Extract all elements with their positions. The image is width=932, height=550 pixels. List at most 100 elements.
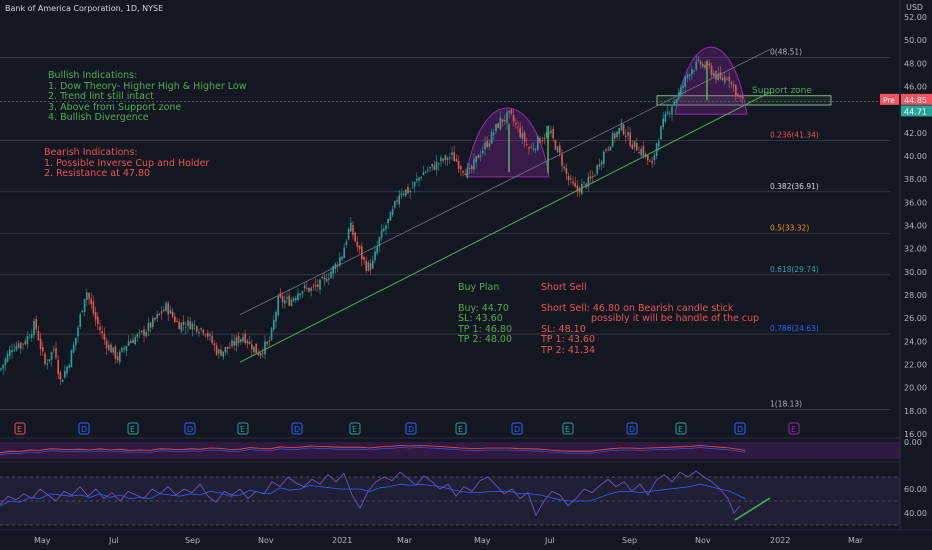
candle-body bbox=[618, 128, 620, 135]
candle-body bbox=[264, 341, 266, 355]
candle-body bbox=[517, 126, 519, 128]
cup-shape bbox=[465, 107, 550, 178]
candle-body bbox=[730, 81, 733, 85]
candle-body bbox=[64, 371, 66, 378]
candle-body bbox=[339, 257, 341, 266]
candle-body bbox=[662, 118, 664, 128]
candle-body bbox=[202, 330, 205, 334]
candle-body bbox=[510, 109, 513, 114]
candle-body bbox=[211, 336, 213, 343]
candle-body bbox=[732, 84, 735, 87]
candle-body bbox=[323, 277, 326, 280]
candle-body bbox=[328, 278, 330, 280]
candle-body bbox=[464, 173, 466, 175]
currency-label: USD bbox=[906, 3, 923, 12]
bearish-line: 2. Resistance at 47.80 bbox=[44, 168, 151, 179]
candle-body bbox=[391, 209, 394, 215]
candle-body bbox=[196, 326, 198, 332]
candle-body bbox=[385, 225, 387, 229]
candle-body bbox=[444, 155, 447, 161]
candle-body bbox=[501, 119, 504, 122]
candle-body bbox=[125, 345, 128, 351]
fib-level-label: 0.382(36.91) bbox=[770, 182, 819, 191]
candle-body bbox=[235, 337, 238, 346]
candle-body bbox=[669, 113, 671, 115]
candle-body bbox=[387, 218, 389, 224]
candle-body bbox=[468, 168, 471, 169]
y-tick-label: 22.00 bbox=[904, 361, 927, 370]
candle-body bbox=[402, 193, 405, 195]
pre-price-tag bbox=[901, 93, 932, 105]
y-tick-label: 24.00 bbox=[904, 337, 927, 346]
y-tick-label: 32.00 bbox=[904, 245, 927, 254]
candle-body bbox=[684, 77, 686, 87]
short-sell-annotation: Short Sell Short Sell: 46.80 on Bearish … bbox=[541, 282, 759, 356]
candle-body bbox=[576, 185, 579, 191]
candle-body bbox=[636, 142, 638, 151]
candle-body bbox=[158, 313, 161, 315]
candle-body bbox=[721, 78, 724, 81]
bullish-title: Bullish Indications: bbox=[48, 70, 138, 81]
candle-body bbox=[378, 237, 381, 247]
oscillator-signal bbox=[0, 447, 746, 456]
candle-body bbox=[616, 131, 618, 138]
bullish-line: 2. Trend lint still intact bbox=[48, 91, 154, 102]
x-axis-label: 2022 bbox=[770, 536, 790, 545]
candle-body bbox=[651, 160, 653, 163]
candle-body bbox=[556, 146, 559, 152]
x-axis-label: Sep bbox=[622, 536, 637, 545]
candle-body bbox=[526, 143, 528, 145]
trend-line bbox=[239, 91, 771, 363]
candle-body bbox=[530, 147, 532, 149]
event-marker bbox=[349, 422, 361, 435]
event-marker bbox=[455, 422, 467, 435]
rsi-tick: 60.00 bbox=[904, 485, 927, 494]
candle-body bbox=[422, 172, 425, 176]
candle-body bbox=[449, 157, 451, 159]
candle-body bbox=[655, 143, 658, 157]
candle-body bbox=[330, 271, 332, 279]
candle-body bbox=[532, 148, 535, 150]
candle-body bbox=[121, 347, 123, 352]
y-tick-label: 46.00 bbox=[904, 83, 927, 92]
candle-body bbox=[543, 138, 546, 140]
candle-body bbox=[134, 337, 136, 345]
candle-body bbox=[154, 317, 156, 320]
candle-body bbox=[570, 178, 572, 180]
candle-body bbox=[251, 344, 253, 350]
candle-body bbox=[204, 334, 207, 336]
candle-body bbox=[567, 176, 570, 181]
candle-body bbox=[640, 148, 642, 156]
candle-body bbox=[281, 296, 284, 303]
candle-body bbox=[622, 124, 625, 135]
candle-body bbox=[42, 346, 44, 352]
candle-body bbox=[130, 340, 132, 344]
candle-body bbox=[453, 152, 455, 162]
candle-body bbox=[37, 330, 40, 341]
short-sell-line: Short Sell: 46.80 on Bearish candle stic… bbox=[541, 302, 734, 314]
event-marker-label: E bbox=[130, 425, 135, 434]
candle-body bbox=[295, 297, 297, 301]
candle-body bbox=[563, 166, 565, 169]
candle-body bbox=[717, 73, 719, 81]
candle-body bbox=[101, 331, 103, 334]
event-marker-label: E bbox=[352, 425, 357, 434]
candle-body bbox=[229, 347, 231, 349]
candle-body bbox=[317, 284, 319, 287]
candle-body bbox=[728, 76, 730, 82]
candle-body bbox=[405, 189, 407, 196]
candle-body bbox=[240, 339, 242, 343]
candle-body bbox=[224, 347, 227, 353]
event-marker-label: E bbox=[791, 425, 796, 434]
candle-body bbox=[259, 352, 262, 356]
candle-body bbox=[83, 299, 86, 312]
candle-body bbox=[290, 299, 293, 306]
short-sell-line: TP 2: 41.34 bbox=[541, 344, 596, 356]
candle-body bbox=[61, 379, 64, 383]
pre-label: Pre bbox=[883, 96, 895, 105]
candle-body bbox=[189, 321, 191, 330]
event-marker-label: D bbox=[187, 425, 193, 434]
candle-body bbox=[695, 61, 697, 70]
candle-body bbox=[347, 228, 350, 240]
